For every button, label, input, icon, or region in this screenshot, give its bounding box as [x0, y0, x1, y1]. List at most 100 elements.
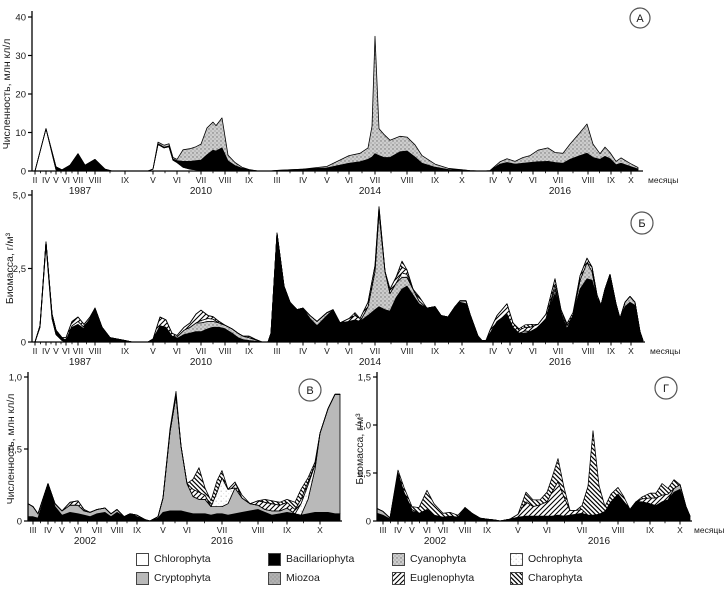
month-tick-label: X	[628, 175, 634, 185]
month-tick-label: III	[29, 525, 36, 535]
month-tick-label: VII	[553, 175, 563, 185]
miozoa-swatch-icon	[268, 571, 281, 585]
month-tick-label: VII	[92, 525, 102, 535]
y-tick-label: 0	[21, 337, 26, 348]
bacillariophyta-swatch-icon	[268, 552, 281, 566]
panel-letter: А	[636, 13, 644, 25]
month-tick-label: II	[33, 346, 38, 356]
month-tick-label: V	[53, 346, 59, 356]
panel-letter: Б	[638, 218, 645, 230]
year-label: 2014	[359, 186, 382, 197]
y-tick-label: 1,0	[358, 420, 371, 431]
month-tick-label: VI	[62, 346, 70, 356]
month-tick-label: VII	[196, 346, 206, 356]
month-tick-label: VIII	[219, 346, 232, 356]
month-tick-label: IX	[245, 175, 253, 185]
legend-item-ochrophyta: Ochrophyta	[510, 551, 610, 567]
month-tick-label: IV	[42, 175, 50, 185]
euglenophyta-swatch-icon	[392, 571, 405, 585]
month-tick-label: VIII	[252, 525, 265, 535]
legend-label-ochrophyta: Ochrophyta	[528, 553, 583, 565]
panel-v: 0 0,5 1,0 III IV V VI VII VIII IX 2002 V VI VII VIII IX…	[5, 372, 342, 547]
panel-letter: В	[306, 385, 313, 397]
month-tick-label: III	[273, 175, 280, 185]
year-label: 2002	[424, 536, 447, 547]
month-tick-label: V	[507, 175, 513, 185]
panel-letter-circle	[629, 7, 651, 29]
month-tick-label: VI	[345, 175, 353, 185]
month-tick-label: VIII	[459, 525, 472, 535]
y-tick-label: 0	[21, 166, 26, 177]
y-tick-label: 0,5	[358, 468, 371, 479]
month-tick-label: V	[324, 346, 330, 356]
y-tick-label: 40	[15, 12, 26, 23]
panel-g-area-charophyta	[376, 430, 691, 522]
cryptophyta-swatch-icon	[136, 571, 149, 585]
month-tick-label: III	[273, 346, 280, 356]
month-tick-label: X	[317, 525, 323, 535]
month-tick-label: VIII	[89, 346, 102, 356]
month-tick-label: IV	[299, 175, 307, 185]
month-tick-label: IX	[121, 346, 129, 356]
chlorophyta-swatch-icon	[136, 552, 149, 566]
month-tick-label: IV	[489, 346, 497, 356]
month-tick-label: X	[628, 346, 634, 356]
y-tick-label: 2,5	[13, 264, 26, 275]
month-tick-label: IV	[42, 346, 50, 356]
y-axis-title: Биомасса, г/м³	[354, 413, 366, 485]
panel-g: 0 0,5 1,0 1,5 III IV V VI VII VIII IX 2002 V VI VII VII…	[354, 372, 724, 547]
charophyta-swatch-icon	[510, 571, 523, 585]
legend-item-chlorophyta: Chlorophyta	[136, 551, 268, 567]
month-tick-label: V	[515, 525, 521, 535]
y-tick-label: 1,0	[9, 372, 22, 383]
month-tick-label: IV	[299, 346, 307, 356]
month-tick-label: III	[379, 525, 386, 535]
panel-letter-circle	[630, 211, 654, 235]
y-tick-label: 0	[366, 516, 371, 527]
year-label: 2016	[211, 536, 234, 547]
month-tick-label: IX	[607, 346, 615, 356]
legend-item-miozoa: Miozoa	[268, 570, 392, 586]
year-label: 2016	[549, 186, 572, 197]
panel-v-area-charophyta	[27, 390, 341, 522]
month-tick-label: IX	[133, 525, 141, 535]
month-tick-label: V	[160, 525, 166, 535]
month-tick-label: VI	[423, 525, 431, 535]
legend-item-euglenophyta: Euglenophyta	[392, 570, 510, 586]
month-tick-label: VII	[217, 525, 227, 535]
month-tick-label: IX	[245, 346, 253, 356]
month-tick-label: IX	[607, 175, 615, 185]
y-axis-title: Численность, млн кл/л	[5, 394, 17, 505]
month-tick-label: IX	[431, 175, 439, 185]
month-tick-label: VI	[74, 525, 82, 535]
panel-letter-circle	[654, 376, 678, 400]
y-tick-label: 1,5	[358, 372, 371, 383]
month-tick-label: X	[459, 346, 465, 356]
month-tick-label: VII	[577, 525, 587, 535]
year-label: 2010	[190, 357, 213, 368]
month-tick-label: IX	[646, 525, 654, 535]
ochrophyta-swatch-icon	[510, 552, 523, 566]
month-tick-label: V	[324, 175, 330, 185]
month-tick-label: IX	[283, 525, 291, 535]
y-tick-label: 30	[15, 51, 26, 62]
panel-letter: Г	[663, 383, 669, 395]
month-tick-label: VIII	[582, 346, 595, 356]
month-tick-label: V	[150, 175, 156, 185]
year-label: 2002	[74, 536, 97, 547]
month-tick-label: VII	[553, 346, 563, 356]
month-tick-label: VI	[529, 346, 537, 356]
month-tick-label: VIII	[111, 525, 124, 535]
month-tick-label: VIII	[612, 525, 625, 535]
month-tick-label: VI	[173, 175, 181, 185]
month-tick-label: V	[150, 346, 156, 356]
month-tick-label: VI	[345, 346, 353, 356]
month-tick-label: VIII	[219, 175, 232, 185]
month-tick-label: X	[677, 525, 683, 535]
month-tick-label: IV	[394, 525, 402, 535]
legend-label-charophyta: Charophyta	[528, 572, 583, 584]
y-axis-title: Биомасса, г/м³	[4, 232, 16, 304]
month-tick-label: VII	[196, 175, 206, 185]
month-tick-label: VII	[438, 525, 448, 535]
